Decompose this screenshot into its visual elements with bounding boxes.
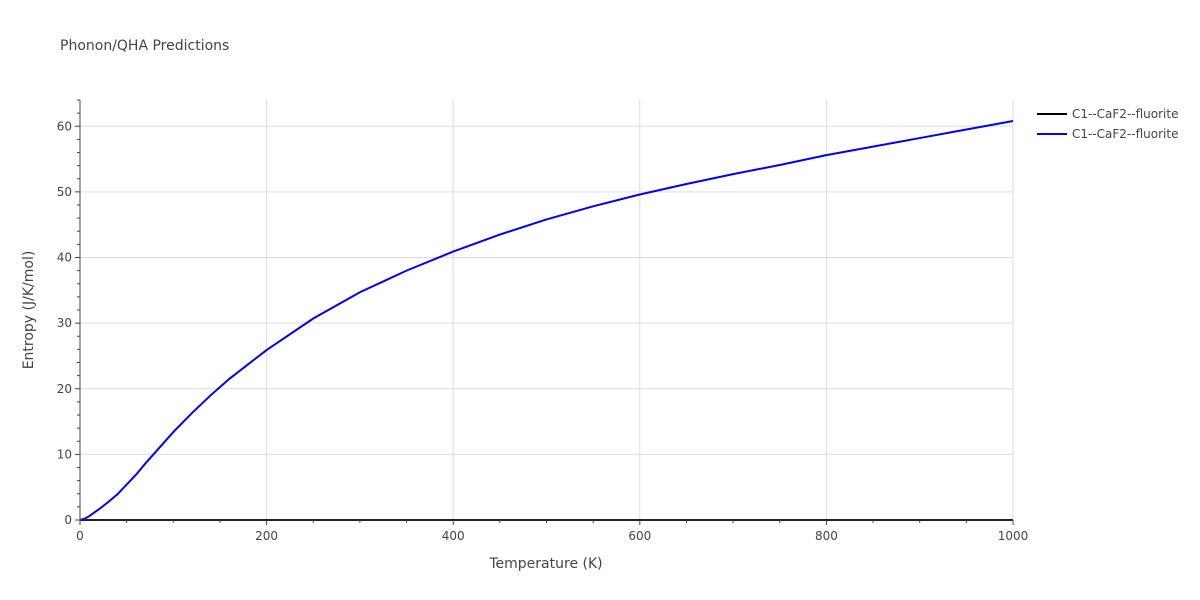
y-tick-label: 50 [57,185,72,199]
y-tick-label: 20 [57,382,72,396]
y-tick-label: 0 [64,513,72,527]
chart-title: Phonon/QHA Predictions [60,38,229,54]
axes-layer [75,99,1014,525]
y-tick-label: 60 [57,119,72,133]
y-tick-label: 30 [57,316,72,330]
series-line-2 [79,120,1014,521]
grid-layer [80,100,1014,520]
y-tick-label: 10 [57,447,72,461]
tick-labels-layer: 0 200 400 600 800 1000 0 10 20 30 40 50 60 [57,119,1029,543]
legend-label-2: C1--CaF2--fluorite [1072,127,1178,141]
x-tick-label: 600 [628,529,651,543]
x-tick-label: 1000 [998,529,1029,543]
x-tick-label: 800 [815,529,838,543]
y-axis-title: Entropy (J/K/mol) [21,251,37,370]
y-tick-label: 40 [57,251,72,265]
legend: C1--CaF2--fluorite C1--CaF2--fluorite [1037,107,1178,141]
x-tick-label: 0 [76,529,84,543]
x-tick-label: 400 [442,529,465,543]
series-layer [79,120,1014,521]
x-tick-label: 200 [255,529,278,543]
legend-label-1: C1--CaF2--fluorite [1072,107,1178,121]
x-axis-title: Temperature (K) [488,556,602,572]
